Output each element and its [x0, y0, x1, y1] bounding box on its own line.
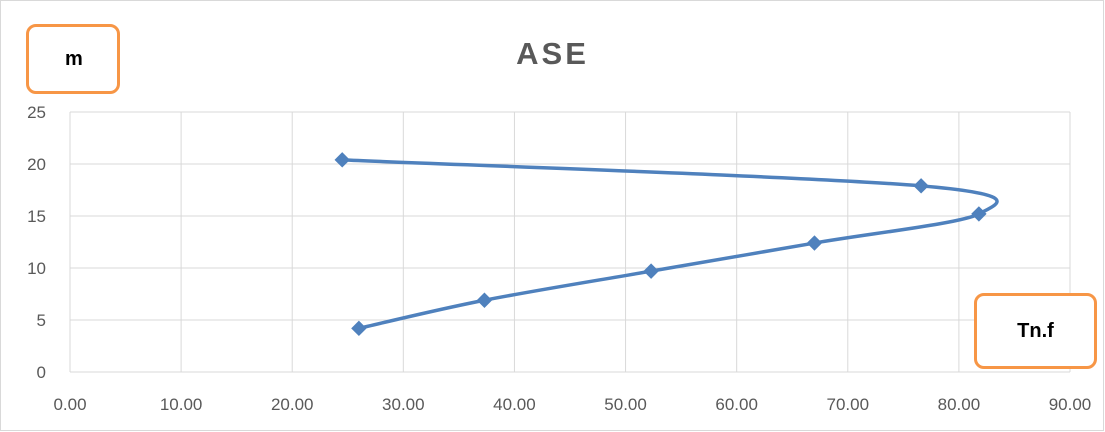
data-point-marker: [913, 178, 929, 194]
data-point-marker: [476, 292, 493, 308]
series-layer: [334, 152, 999, 337]
data-point-marker: [334, 152, 350, 168]
tick-labels: 0 5 10 15 20 25 0.00 10.00 20.00 30.00 40.00 50.00 6…: [27, 103, 1091, 414]
x-tick-label: 0.00: [53, 395, 86, 414]
y-tick-label: 0: [37, 363, 46, 382]
x-axis-label: Tn.f: [1017, 319, 1054, 342]
x-tick-label: 40.00: [493, 395, 536, 414]
y-tick-label: 25: [27, 103, 46, 122]
y-tick-label: 15: [27, 207, 46, 226]
x-tick-label: 10.00: [160, 395, 203, 414]
x-tick-label: 80.00: [938, 395, 981, 414]
chart-title: ASE: [516, 36, 589, 71]
series-line: [340, 158, 999, 331]
x-tick-label: 60.00: [715, 395, 758, 414]
y-tick-label: 20: [27, 155, 46, 174]
data-point-marker: [971, 206, 987, 222]
y-axis-label: m: [65, 47, 83, 70]
y-tick-label: 10: [27, 259, 46, 278]
data-point-marker: [643, 263, 659, 279]
data-point-marker: [351, 320, 367, 337]
x-tick-label: 50.00: [604, 395, 647, 414]
y-axis-label-box: m: [26, 24, 120, 94]
gridlines: [69, 111, 1071, 373]
data-point-marker: [806, 235, 823, 251]
y-tick-label: 5: [37, 311, 46, 330]
x-tick-label: 20.00: [271, 395, 314, 414]
x-axis-label-box: Tn.f: [974, 293, 1097, 369]
x-tick-label: 30.00: [382, 395, 425, 414]
x-tick-label: 70.00: [827, 395, 870, 414]
x-tick-label: 90.00: [1049, 395, 1092, 414]
